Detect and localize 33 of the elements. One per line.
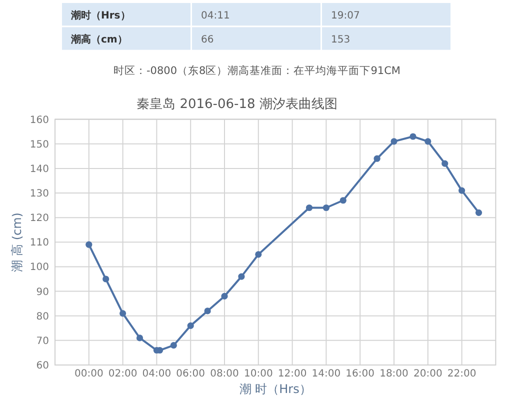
- title: 秦皇岛 2016-06-18 潮汐表曲线图: [136, 97, 338, 112]
- x-tick-label: 20:00: [413, 368, 442, 380]
- y-label: 潮 高 (cm): [10, 212, 24, 272]
- table-text: 04:11: [201, 10, 230, 22]
- y-tick-label: 70: [36, 336, 49, 347]
- x-tick-label: 08:00: [210, 368, 239, 380]
- x-tick-label: 02:00: [108, 368, 138, 380]
- x-tick-label: 00:00: [74, 368, 104, 380]
- x-tick-label: 16:00: [346, 368, 375, 380]
- table-text: 153: [331, 34, 350, 46]
- y-tick-label: 90: [36, 286, 49, 298]
- y-tick-label: 130: [30, 188, 49, 200]
- table-text: 潮高（cm）: [71, 34, 128, 46]
- note: 时区：-0800（东8区）潮高基准面：在平均海平面下91CM: [114, 65, 400, 77]
- table-text: 潮时（Hrs）: [71, 10, 130, 22]
- table-text: 66: [201, 34, 214, 46]
- y-tick-label: 120: [30, 213, 49, 224]
- x-tick-label: 12:00: [278, 368, 307, 380]
- y-tick-label: 110: [30, 238, 49, 249]
- x-tick-label: 04:00: [142, 368, 172, 380]
- x-tick-label: 10:00: [244, 368, 273, 380]
- x-label: 潮 时（Hrs）: [239, 382, 312, 396]
- y-tick-label: 150: [30, 139, 49, 150]
- y-tick-label: 60: [36, 360, 49, 372]
- x-tick-label: 14:00: [312, 368, 341, 380]
- y-tick-label: 160: [30, 114, 49, 126]
- y-tick-label: 100: [30, 262, 49, 274]
- x-tick-label: 22:00: [447, 368, 476, 380]
- y-tick-label: 80: [36, 311, 49, 322]
- y-tick-label: 140: [30, 164, 49, 175]
- x-tick-label: 18:00: [380, 368, 408, 380]
- x-tick-label: 06:00: [176, 368, 206, 380]
- table-text: 19:07: [331, 10, 360, 22]
